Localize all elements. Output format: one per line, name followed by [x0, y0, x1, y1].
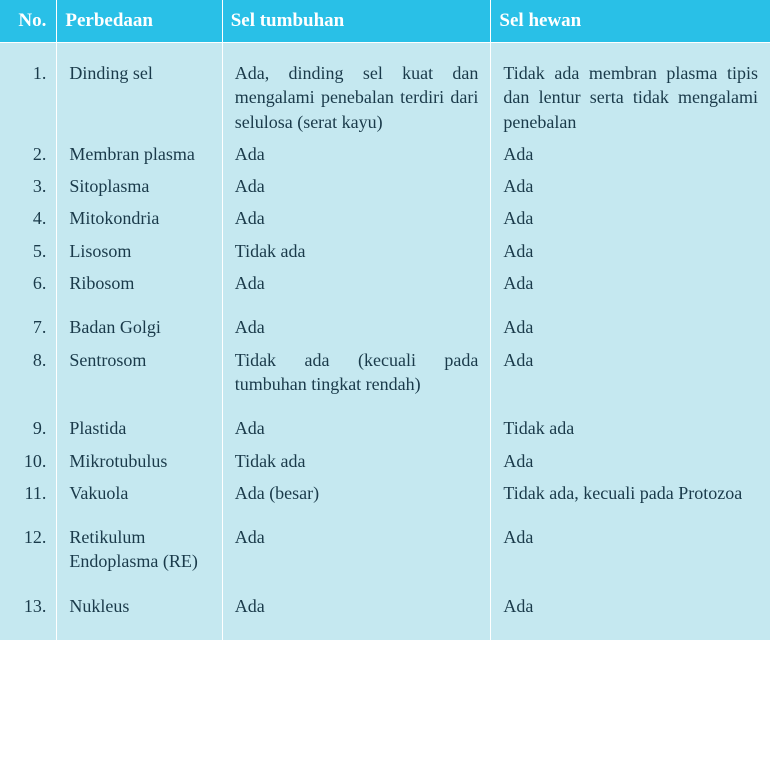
- header-diff: Perbedaan: [57, 0, 222, 43]
- cell-animal: Ada: [491, 445, 770, 477]
- table-row: 10.MikrotubulusTidak adaAda: [0, 445, 770, 477]
- table-row: 5.LisosomTidak adaAda: [0, 235, 770, 267]
- cell-no: 11.: [0, 477, 57, 509]
- cell-no: 4.: [0, 202, 57, 234]
- cell-animal: Ada: [491, 509, 770, 578]
- cell-no: 8.: [0, 344, 57, 401]
- cell-diff: Mikrotubulus: [57, 445, 222, 477]
- cell-animal: Ada: [491, 138, 770, 170]
- cell-diff: Sentrosom: [57, 344, 222, 401]
- cell-diff: Membran plasma: [57, 138, 222, 170]
- cell-animal: Ada: [491, 267, 770, 299]
- cell-plant: Tidak ada: [222, 445, 491, 477]
- header-animal: Sel hewan: [491, 0, 770, 43]
- table-row: 11.VakuolaAda (besar)Tidak ada, kecuali …: [0, 477, 770, 509]
- cell-plant: Ada: [222, 202, 491, 234]
- table-row: 13.NukleusAdaAda: [0, 578, 770, 640]
- cell-animal: Tidak ada membran plasma tipis dan lentu…: [491, 43, 770, 138]
- table-row: 1.Dinding selAda, dinding sel kuat dan m…: [0, 43, 770, 138]
- cell-no: 6.: [0, 267, 57, 299]
- cell-diff: Lisosom: [57, 235, 222, 267]
- cell-no: 2.: [0, 138, 57, 170]
- cell-no: 1.: [0, 43, 57, 138]
- cell-diff: Mitokondria: [57, 202, 222, 234]
- cell-animal: Ada: [491, 235, 770, 267]
- cell-plant: Ada: [222, 578, 491, 640]
- cell-animal: Tidak ada: [491, 400, 770, 444]
- cell-no: 10.: [0, 445, 57, 477]
- table-row: 8.SentrosomTidak ada (kecuali pada tumbu…: [0, 344, 770, 401]
- cell-no: 13.: [0, 578, 57, 640]
- cell-no: 9.: [0, 400, 57, 444]
- cell-plant: Tidak ada: [222, 235, 491, 267]
- cell-diff: Badan Golgi: [57, 299, 222, 343]
- cell-plant: Ada, dinding sel kuat dan mengalami pene…: [222, 43, 491, 138]
- header-plant: Sel tumbuhan: [222, 0, 491, 43]
- cell-plant: Ada: [222, 138, 491, 170]
- cell-diff: Ribosom: [57, 267, 222, 299]
- cell-animal: Ada: [491, 170, 770, 202]
- header-no: No.: [0, 0, 57, 43]
- cell-plant: Ada: [222, 267, 491, 299]
- table-row: 12.Retikulum Endoplasma (RE)AdaAda: [0, 509, 770, 578]
- cell-diff: Vakuola: [57, 477, 222, 509]
- cell-plant: Ada: [222, 400, 491, 444]
- cell-animal: Ada: [491, 202, 770, 234]
- table-row: 9.PlastidaAdaTidak ada: [0, 400, 770, 444]
- table-body: 1.Dinding selAda, dinding sel kuat dan m…: [0, 43, 770, 641]
- cell-no: 12.: [0, 509, 57, 578]
- cell-diff: Dinding sel: [57, 43, 222, 138]
- cell-no: 7.: [0, 299, 57, 343]
- cell-plant: Ada: [222, 299, 491, 343]
- cell-no: 5.: [0, 235, 57, 267]
- table-row: 4.MitokondriaAdaAda: [0, 202, 770, 234]
- cell-diff: Plastida: [57, 400, 222, 444]
- comparison-table-container: No. Perbedaan Sel tumbuhan Sel hewan 1.D…: [0, 0, 770, 640]
- comparison-table: No. Perbedaan Sel tumbuhan Sel hewan 1.D…: [0, 0, 770, 640]
- cell-animal: Ada: [491, 578, 770, 640]
- cell-no: 3.: [0, 170, 57, 202]
- table-row: 3.SitoplasmaAdaAda: [0, 170, 770, 202]
- cell-animal: Tidak ada, kecuali pada Protozoa: [491, 477, 770, 509]
- cell-plant: Tidak ada (kecuali pada tumbuhan ting­ka…: [222, 344, 491, 401]
- cell-diff: Sitoplasma: [57, 170, 222, 202]
- cell-animal: Ada: [491, 344, 770, 401]
- table-row: 7.Badan GolgiAdaAda: [0, 299, 770, 343]
- cell-plant: Ada (besar): [222, 477, 491, 509]
- table-row: 6.RibosomAdaAda: [0, 267, 770, 299]
- cell-plant: Ada: [222, 170, 491, 202]
- cell-plant: Ada: [222, 509, 491, 578]
- table-row: 2.Membran plasmaAdaAda: [0, 138, 770, 170]
- table-header-row: No. Perbedaan Sel tumbuhan Sel hewan: [0, 0, 770, 43]
- cell-diff: Nukleus: [57, 578, 222, 640]
- cell-animal: Ada: [491, 299, 770, 343]
- cell-diff: Retikulum Endoplasma (RE): [57, 509, 222, 578]
